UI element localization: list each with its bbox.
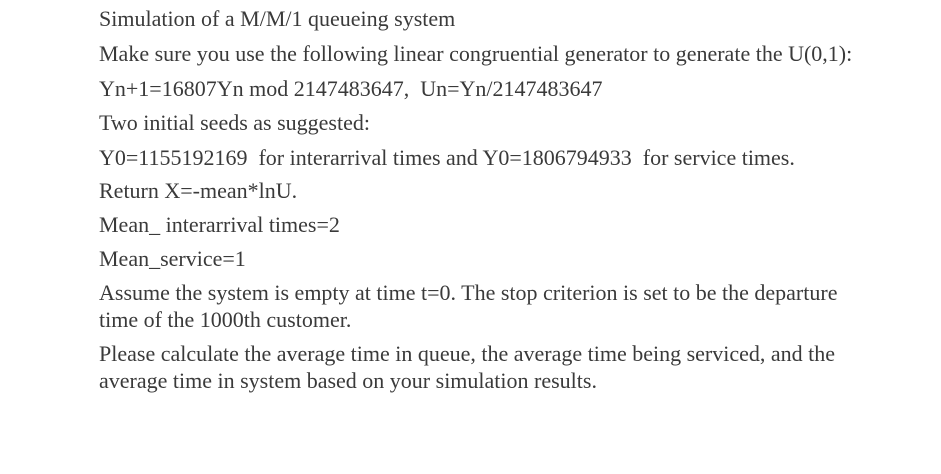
seeds-values: Y0=1155192169 for interarrival times and… xyxy=(99,145,795,170)
return-formula: Return X=-mean*lnU. xyxy=(99,178,298,203)
mean-service: Mean_service=1 xyxy=(99,246,246,271)
doc-title: Simulation of a M/M/1 queueing system xyxy=(99,6,456,31)
seeds-heading: Two initial seeds as suggested: xyxy=(99,110,370,135)
document-body: Simulation of a M/M/1 queueing system Ma… xyxy=(99,5,879,394)
task-request: Please calculate the average time in que… xyxy=(99,341,836,393)
stop-criterion: Assume the system is empty at time t=0. … xyxy=(99,280,838,332)
lcg-formula: Yn+1=16807Yn mod 2147483647, Un=Yn/21474… xyxy=(99,76,603,101)
lcg-instruction: Make sure you use the following linear c… xyxy=(99,41,853,66)
mean-interarrival: Mean_ interarrival times=2 xyxy=(99,212,340,237)
